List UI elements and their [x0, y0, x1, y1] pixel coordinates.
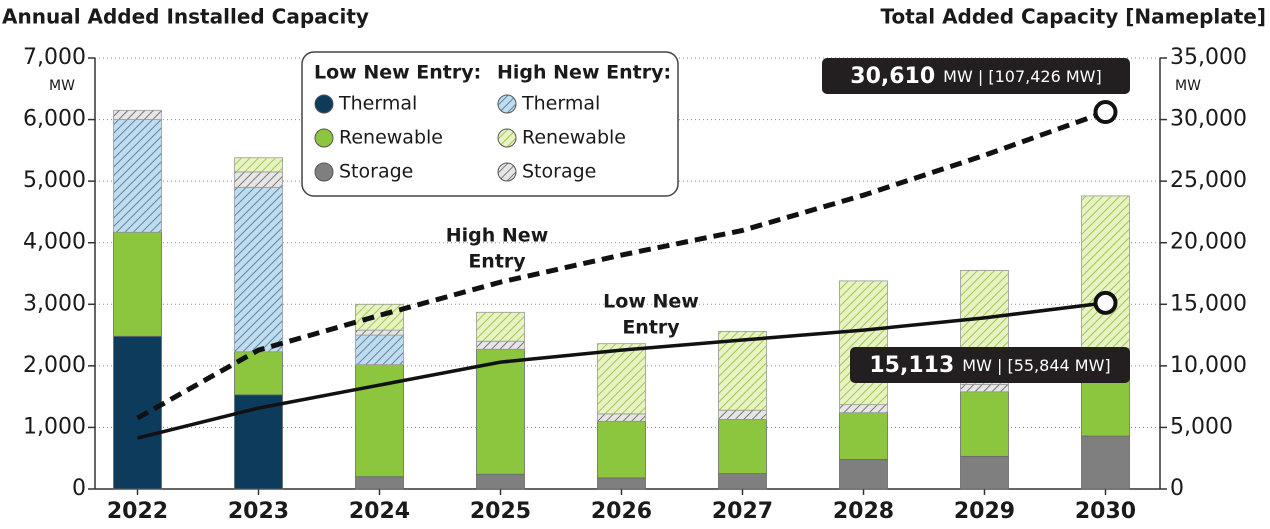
annotation: 30,610 MW | [107,426 MW]: [850, 64, 1101, 89]
bar-segment: [1081, 435, 1130, 490]
bar-segment: [113, 119, 162, 233]
bar-segment: [839, 459, 888, 490]
bar-segment: [234, 157, 283, 173]
total-line: [137, 301, 1106, 440]
annotation-box: [822, 58, 1130, 94]
bar-segment: [839, 412, 888, 460]
line-label: Low New: [603, 291, 699, 313]
bar-segment: [476, 473, 525, 490]
x-tick-label: 2026: [591, 499, 652, 524]
bar-segment: [839, 404, 888, 414]
x-tick-label: 2023: [228, 499, 289, 524]
y-tick-label: 2,000: [23, 353, 86, 378]
bar-segment: [355, 303, 404, 331]
bar-segment: [113, 231, 162, 337]
legend-group: Low New Entry:: [314, 62, 481, 84]
total-line: [136, 109, 1107, 421]
y-tick-label: 3,000: [23, 291, 86, 316]
y2-tick-label: 5,000: [1170, 414, 1233, 439]
right-title: Total Added Capacity [Nameplate]: [880, 5, 1266, 29]
bar-segment: [960, 391, 1009, 457]
y-tick-label: 6,000: [23, 107, 86, 132]
bar-segment: [355, 476, 404, 490]
bar-segment: [355, 334, 404, 366]
annotation-rest: MW | [55,844 MW]: [962, 356, 1110, 375]
y-unit: MW: [49, 78, 75, 94]
bar-segment: [476, 348, 525, 475]
y2-tick-label: 15,000: [1170, 291, 1247, 316]
bar-segment: [476, 340, 525, 350]
bar-segment: [1081, 195, 1130, 367]
y-tick-label: 1,000: [23, 414, 86, 439]
legend-label: Renewable: [522, 127, 626, 149]
legend-box: [301, 51, 679, 197]
bar-segment: [960, 455, 1009, 490]
bar-segment: [355, 329, 404, 336]
bar-segment: [597, 420, 646, 479]
bar-segment: [839, 280, 888, 406]
x-tick-label: 2029: [954, 499, 1015, 524]
legend-swatch: [314, 162, 334, 182]
annotation: 15,113 MW | [55,844 MW]: [869, 353, 1110, 378]
x-tick-label: 2028: [833, 499, 894, 524]
annotation-value: 30,610: [850, 64, 935, 89]
bar-segment: [597, 413, 646, 422]
legend-label: Thermal: [338, 93, 417, 115]
legend-swatch: [497, 94, 517, 114]
bar-segment: [718, 330, 767, 411]
line-label: Entry: [468, 251, 526, 273]
y-tick-label: 5,000: [23, 168, 86, 193]
y2-tick-label: 0: [1170, 476, 1184, 501]
annotation-value: 15,113: [869, 353, 954, 378]
y2-tick-label: 20,000: [1170, 230, 1247, 255]
legend-group: High New Entry:: [497, 62, 671, 84]
annotation-box: [850, 347, 1130, 383]
bar-segment: [234, 171, 283, 188]
end-marker: [1093, 290, 1118, 315]
x-tick-label: 2030: [1075, 499, 1136, 524]
bar-segment: [597, 343, 646, 415]
y2-tick-label: 25,000: [1170, 168, 1247, 193]
end-marker: [1093, 100, 1118, 125]
bar-segment: [597, 477, 646, 490]
legend-swatch: [314, 128, 334, 148]
chart-title: Annual Added Installed Capacity: [2, 5, 369, 29]
y-tick-label: 4,000: [23, 230, 86, 255]
bar-segment: [476, 311, 525, 342]
legend-label: Renewable: [339, 127, 443, 149]
bar-segment: [113, 109, 162, 120]
x-tick-label: 2022: [107, 499, 168, 524]
y2-unit: MW: [1175, 78, 1201, 94]
y-tick-label: 7,000: [23, 45, 86, 70]
legend-label: Storage: [522, 161, 596, 183]
y2-tick-label: 10,000: [1170, 353, 1247, 378]
x-tick-label: 2024: [349, 499, 410, 524]
annotation-rest: MW | [107,426 MW]: [943, 67, 1102, 86]
line-label: Entry: [622, 317, 680, 339]
bar-segment: [718, 409, 767, 420]
bar-segment: [718, 419, 767, 475]
legend-swatch: [497, 162, 517, 182]
y-tick-label: 0: [72, 476, 86, 501]
bar-segment: [234, 186, 283, 353]
x-tick-label: 2025: [470, 499, 531, 524]
y2-tick-label: 30,000: [1170, 107, 1247, 132]
line-label: High New: [446, 225, 549, 247]
x-tick-label: 2027: [712, 499, 773, 524]
legend-label: Thermal: [521, 93, 600, 115]
legend-swatch: [314, 94, 334, 114]
bar-segment: [960, 383, 1009, 393]
legend-swatch: [497, 128, 517, 148]
legend-label: Storage: [339, 161, 413, 183]
bar-segment: [113, 335, 162, 490]
y2-tick-label: 35,000: [1170, 45, 1247, 70]
bar-segment: [718, 473, 767, 490]
